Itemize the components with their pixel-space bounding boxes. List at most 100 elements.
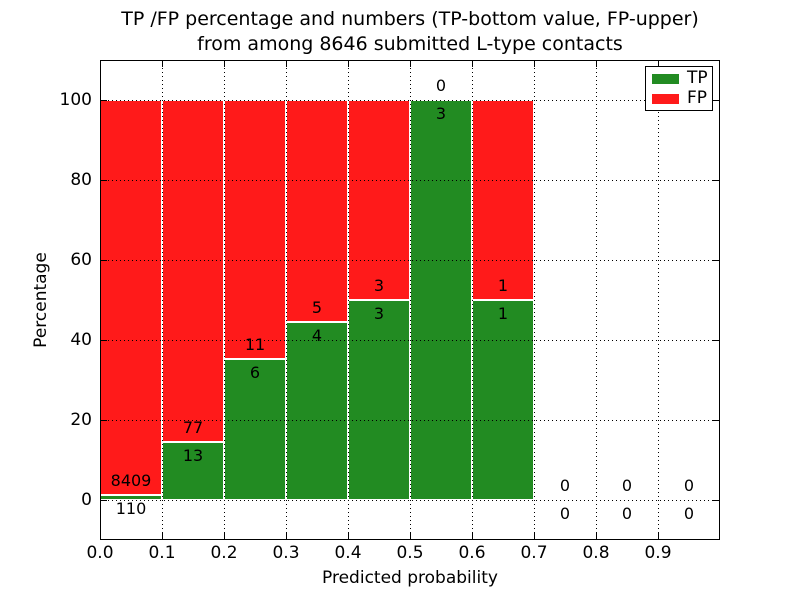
y-tick-mark (100, 260, 107, 261)
bar-segment-fp-0.1 (162, 100, 224, 443)
bar-segment-fp-0.0 (100, 100, 162, 495)
tp-count-label: 13 (182, 446, 204, 466)
tp-count-label: 3 (435, 104, 447, 123)
y-tick-mark (100, 100, 107, 101)
y-tick-label: 40 (70, 330, 92, 350)
x-tick-label: 0.0 (86, 543, 114, 563)
x-tick-mark (348, 533, 349, 540)
y-tick-mark (100, 340, 107, 341)
tp-count-label: 0 (559, 504, 571, 523)
y-tick-mark (713, 100, 720, 101)
chart-title-line1: TP /FP percentage and numbers (TP-bottom… (121, 8, 699, 30)
legend-entry-tp: TP (646, 70, 712, 87)
fp-count-label: 5 (311, 298, 323, 318)
x-tick-mark (719, 60, 720, 67)
gridline-v-0.9 (658, 60, 659, 540)
x-tick-mark (596, 60, 597, 67)
x-tick-mark (348, 60, 349, 67)
x-tick-label: 0.3 (272, 543, 300, 563)
gridline-v-0.2 (224, 60, 225, 540)
fp-count-label: 3 (373, 276, 385, 295)
y-tick-mark (713, 180, 720, 181)
gridline-v-0.1 (162, 60, 163, 540)
x-tick-mark (472, 60, 473, 67)
x-tick-mark (719, 533, 720, 540)
x-tick-label: 0.9 (644, 543, 672, 563)
x-tick-label: 0.2 (210, 543, 238, 563)
bar-segment-tp-0.3 (286, 322, 348, 500)
fp-count-label: 1 (497, 276, 509, 295)
x-tick-label: 0.4 (334, 543, 362, 563)
x-tick-mark (286, 533, 287, 540)
y-tick-label: 0 (81, 490, 92, 510)
plot-area (100, 60, 720, 540)
y-tick-mark (713, 340, 720, 341)
x-tick-mark (658, 60, 659, 67)
x-tick-mark (162, 533, 163, 540)
x-tick-mark (472, 533, 473, 540)
chart-title-line2: from among 8646 submitted L-type contact… (197, 33, 623, 55)
x-tick-label: 0.6 (458, 543, 486, 563)
bar-segment-fp-0.3 (286, 100, 348, 323)
y-tick-mark (713, 500, 720, 501)
gridline-v-0.7 (534, 60, 535, 540)
x-tick-label: 0.5 (396, 543, 424, 563)
y-tick-mark (713, 260, 720, 261)
y-tick-mark (100, 420, 107, 421)
fp-swatch-icon (652, 93, 679, 104)
bar-segment-tp-0.4 (348, 300, 410, 500)
y-tick-mark (100, 500, 107, 501)
y-tick-label: 20 (70, 410, 92, 430)
y-tick-label: 80 (70, 170, 92, 190)
x-tick-mark (100, 533, 101, 540)
bar-segment-tp-0.1 (162, 442, 224, 500)
bar-segment-fp-0.2 (224, 100, 286, 359)
fp-count-label: 0 (559, 476, 571, 495)
y-tick-label: 60 (70, 250, 92, 270)
tp-count-label: 110 (115, 498, 147, 518)
gridline-v-0.5 (410, 60, 411, 540)
legend: TP FP (645, 66, 713, 111)
x-tick-label: 0.8 (582, 543, 610, 563)
x-tick-mark (534, 60, 535, 67)
legend-entry-fp: FP (646, 90, 712, 107)
y-tick-label: 100 (59, 90, 92, 110)
fp-count-label: 0 (683, 476, 695, 495)
tp-count-label: 0 (683, 504, 695, 523)
gridline-v-0.4 (348, 60, 349, 540)
fp-count-label: 0 (435, 76, 447, 95)
fp-count-label: 8409 (110, 470, 152, 490)
x-tick-mark (410, 60, 411, 67)
x-tick-mark (410, 533, 411, 540)
tp-count-label: 3 (373, 304, 385, 323)
legend-label-tp: TP (687, 68, 708, 88)
fp-count-label: 77 (182, 418, 204, 438)
gridline-v-0.3 (286, 60, 287, 540)
x-tick-mark (224, 533, 225, 540)
tp-swatch-icon (652, 73, 679, 84)
fp-count-label: 0 (621, 476, 633, 495)
legend-label-fp: FP (687, 88, 708, 108)
x-tick-mark (534, 533, 535, 540)
tp-count-label: 4 (311, 326, 323, 346)
tp-count-label: 6 (249, 362, 261, 382)
x-axis-label: Predicted probability (322, 568, 498, 588)
y-axis-label: Percentage (31, 252, 51, 348)
fp-count-label: 11 (244, 334, 266, 354)
y-tick-mark (713, 420, 720, 421)
tp-count-label: 1 (497, 304, 509, 323)
x-tick-label: 0.1 (148, 543, 176, 563)
bar-segment-fp-0.4 (348, 100, 410, 300)
x-tick-label: 0.7 (520, 543, 548, 563)
x-tick-mark (596, 533, 597, 540)
gridline-v-0.8 (596, 60, 597, 540)
x-tick-mark (658, 533, 659, 540)
x-tick-mark (286, 60, 287, 67)
tp-count-label: 0 (621, 504, 633, 523)
bar-segment-tp-0.6 (472, 300, 534, 500)
gridline-v-0.6 (472, 60, 473, 540)
y-tick-mark (100, 180, 107, 181)
bar-segment-tp-0.5 (410, 100, 472, 500)
x-tick-mark (162, 60, 163, 67)
